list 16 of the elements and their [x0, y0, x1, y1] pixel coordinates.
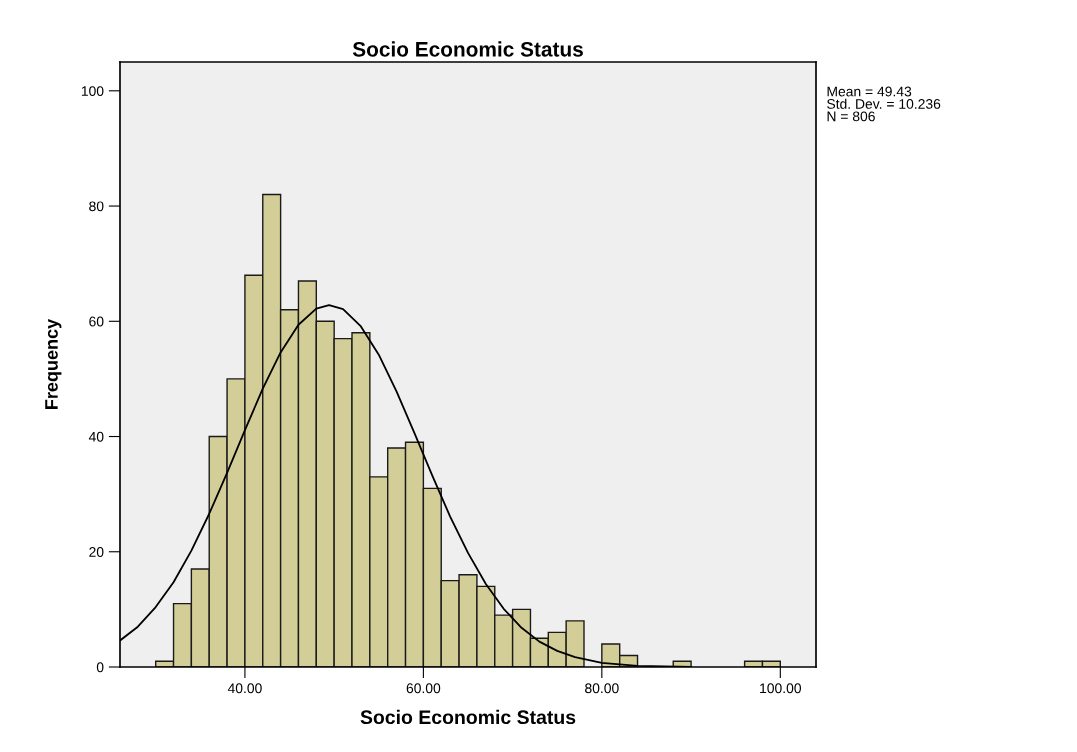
- x-tick-label: 60.00: [406, 683, 441, 694]
- y-tick-label: 80: [89, 201, 104, 212]
- y-axis-title: Frequency: [45, 318, 62, 409]
- y-tick-label: 0: [96, 662, 104, 673]
- y-tick-label: 20: [89, 547, 104, 557]
- y-tick-label: 60: [89, 316, 104, 327]
- x-axis-title: Socio Economic Status: [360, 709, 576, 725]
- x-tick-label: 40.00: [227, 683, 262, 694]
- chart-title: Socio Economic Status: [352, 41, 583, 57]
- x-tick-label: 100.00: [760, 683, 802, 694]
- text: Std. Dev. = 10.236: [827, 98, 941, 109]
- text: Mean = 49.43: [827, 86, 912, 97]
- y-tick-label: 40: [88, 431, 104, 442]
- x-tick-label: 80.00: [585, 683, 619, 694]
- text: N = 806: [827, 111, 875, 122]
- y-tick-label: 100: [81, 86, 104, 96]
